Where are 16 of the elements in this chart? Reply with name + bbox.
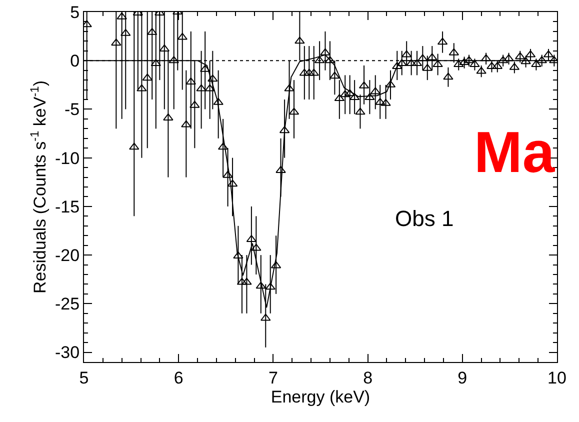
y-tick-label: 5 xyxy=(70,2,80,22)
y-tick-label: 0 xyxy=(70,52,80,71)
x-tick-label: 9 xyxy=(458,368,468,388)
y-tick-label: -10 xyxy=(55,148,80,168)
annotation: Ma xyxy=(474,120,556,185)
annotation: Obs 1 xyxy=(395,206,454,231)
y-tick-label: -25 xyxy=(55,294,80,314)
x-tick-label: 7 xyxy=(268,368,278,388)
x-tick-label: 6 xyxy=(174,368,184,388)
y-tick-label: -20 xyxy=(55,246,80,266)
x-tick-label: 10 xyxy=(548,368,566,388)
x-tick-label: 8 xyxy=(363,368,373,388)
x-axis-title: Energy (keV) xyxy=(270,387,370,406)
y-tick-label: -5 xyxy=(64,100,80,120)
y-tick-label: -30 xyxy=(55,343,80,362)
y-tick-label: -15 xyxy=(55,197,80,216)
